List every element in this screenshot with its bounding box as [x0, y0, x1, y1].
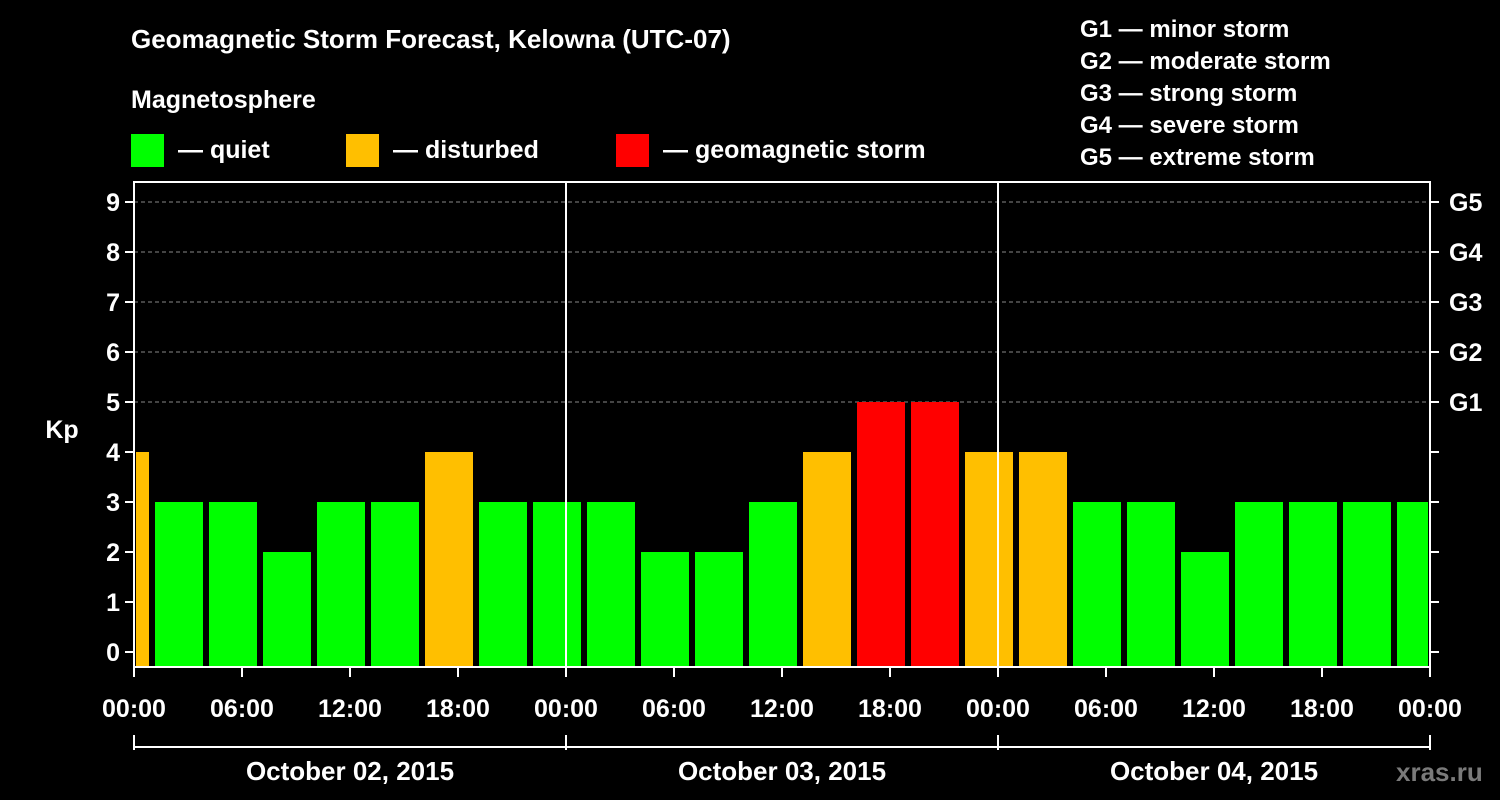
right-tick-label-g3: G3 — [1449, 289, 1482, 317]
day-label-2: October 04, 2015 — [1110, 756, 1318, 786]
x-tick-label-4: 00:00 — [534, 695, 598, 723]
right-tick-label-g2: G2 — [1449, 339, 1482, 367]
legend-label-disturbed: — disturbed — [393, 135, 539, 164]
bar-24 — [1397, 502, 1428, 667]
x-tick-label-8: 00:00 — [966, 695, 1030, 723]
legend-heading: Magnetosphere — [131, 86, 316, 114]
right-tick-label-g1: G1 — [1449, 389, 1482, 417]
legend-swatch-quiet — [131, 133, 164, 167]
storm-level-g4: G4 — severe storm — [1080, 112, 1299, 139]
x-tick-label-12: 00:00 — [1398, 695, 1462, 723]
bar-14 — [857, 402, 905, 667]
bar-17 — [1019, 452, 1067, 667]
bar-22 — [1289, 502, 1337, 667]
x-tick-label-0: 00:00 — [102, 695, 166, 723]
y-tick-label-1: 1 — [106, 589, 120, 617]
legend-storm: — geomagnetic storm — [616, 133, 926, 167]
y-tick-label-6: 6 — [106, 339, 120, 367]
bar-13 — [803, 452, 851, 667]
right-tick-label-g4: G4 — [1449, 239, 1482, 267]
x-tick-label-7: 18:00 — [858, 695, 922, 723]
y-tick-label-9: 9 — [106, 189, 120, 217]
y-tick-label-2: 2 — [106, 539, 120, 567]
bar-20 — [1181, 552, 1229, 667]
watermark: xras.ru — [1396, 757, 1483, 787]
legend-disturbed: — disturbed — [346, 133, 539, 167]
bar-15 — [911, 402, 959, 667]
storm-level-legend: G1 — minor storm G2 — moderate storm G3 … — [1080, 14, 1331, 174]
bar-9 — [587, 502, 635, 667]
x-tick-label-11: 18:00 — [1290, 695, 1354, 723]
bar-16 — [965, 452, 1013, 667]
x-tick-label-10: 12:00 — [1182, 695, 1246, 723]
y-tick-label-4: 4 — [106, 439, 120, 467]
bar-11 — [695, 552, 743, 667]
x-tick-label-9: 06:00 — [1074, 695, 1138, 723]
bar-4 — [317, 502, 365, 667]
bar-2 — [209, 502, 257, 667]
legend-swatch-disturbed — [346, 133, 379, 167]
x-tick-label-2: 12:00 — [318, 695, 382, 723]
bar-19 — [1127, 502, 1175, 667]
day-label-0: October 02, 2015 — [246, 756, 454, 786]
x-tick-label-5: 06:00 — [642, 695, 706, 723]
x-tick-label-3: 18:00 — [426, 695, 490, 723]
y-tick-label-3: 3 — [106, 489, 120, 517]
y-tick-label-8: 8 — [106, 239, 120, 267]
bar-1 — [155, 502, 203, 667]
y-tick-label-7: 7 — [106, 289, 120, 317]
bar-21 — [1235, 502, 1283, 667]
bar-7 — [479, 502, 527, 667]
day-label-1: October 03, 2015 — [678, 756, 886, 786]
legend-quiet: — quiet — [131, 133, 270, 167]
bar-0 — [136, 452, 149, 667]
legend-label-storm: — geomagnetic storm — [663, 135, 926, 164]
y-axis-label: Kp — [45, 416, 78, 444]
storm-level-g3: G3 — strong storm — [1080, 80, 1298, 107]
right-tick-label-g5: G5 — [1449, 189, 1482, 217]
bar-23 — [1343, 502, 1391, 667]
chart-title: Geomagnetic Storm Forecast, Kelowna (UTC… — [131, 24, 731, 54]
y-tick-label-0: 0 — [106, 639, 120, 667]
bar-8 — [533, 502, 581, 667]
legend-label-quiet: — quiet — [178, 135, 270, 164]
x-tick-label-6: 12:00 — [750, 695, 814, 723]
bar-5 — [371, 502, 419, 667]
bar-12 — [749, 502, 797, 667]
bar-6 — [425, 452, 473, 667]
bar-18 — [1073, 502, 1121, 667]
legend-swatch-storm — [616, 133, 649, 167]
storm-level-g1: G1 — minor storm — [1080, 16, 1290, 43]
storm-level-g5: G5 — extreme storm — [1080, 144, 1315, 171]
x-tick-label-1: 06:00 — [210, 695, 274, 723]
storm-level-g2: G2 — moderate storm — [1080, 48, 1331, 75]
bar-10 — [641, 552, 689, 667]
y-tick-label-5: 5 — [106, 389, 120, 417]
bar-3 — [263, 552, 311, 667]
